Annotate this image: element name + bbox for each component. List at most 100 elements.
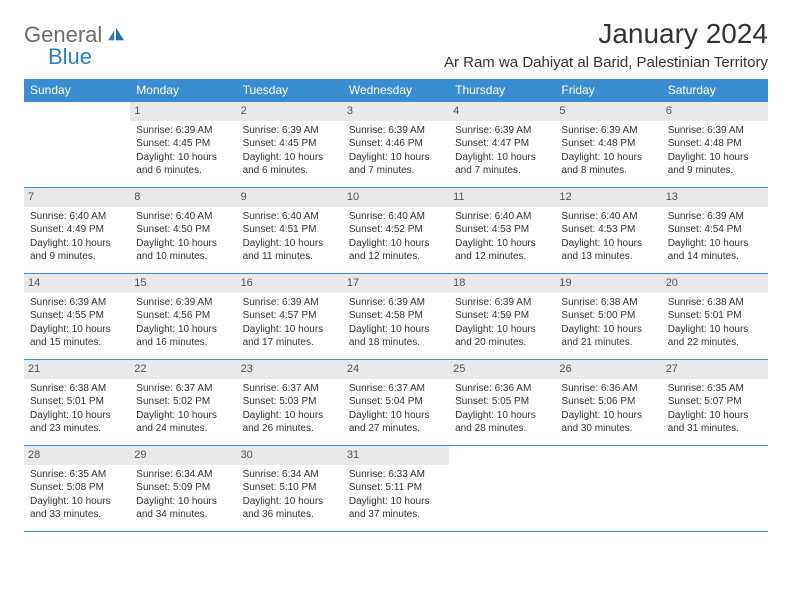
daylight-text: Daylight: 10 hours and 6 minutes.	[136, 151, 230, 178]
calendar-day-cell: 8Sunrise: 6:40 AMSunset: 4:50 PMDaylight…	[130, 188, 236, 274]
sunrise-text: Sunrise: 6:39 AM	[455, 124, 549, 138]
calendar-day-cell: 4Sunrise: 6:39 AMSunset: 4:47 PMDaylight…	[449, 102, 555, 188]
calendar-day-cell: 3Sunrise: 6:39 AMSunset: 4:46 PMDaylight…	[343, 102, 449, 188]
sunrise-text: Sunrise: 6:39 AM	[668, 124, 762, 138]
sunrise-text: Sunrise: 6:35 AM	[668, 382, 762, 396]
sunrise-text: Sunrise: 6:37 AM	[243, 382, 337, 396]
calendar-day-cell: 21Sunrise: 6:38 AMSunset: 5:01 PMDayligh…	[24, 360, 130, 446]
daylight-text: Daylight: 10 hours and 16 minutes.	[136, 323, 230, 350]
daylight-text: Daylight: 10 hours and 12 minutes.	[455, 237, 549, 264]
daylight-text: Daylight: 10 hours and 11 minutes.	[243, 237, 337, 264]
day-number: 3	[343, 102, 449, 121]
day-number: 5	[555, 102, 661, 121]
calendar-day-cell	[24, 102, 130, 188]
day-number: 21	[24, 360, 130, 379]
day-number: 31	[343, 446, 449, 465]
sunset-text: Sunset: 4:57 PM	[243, 309, 337, 323]
sunset-text: Sunset: 4:59 PM	[455, 309, 549, 323]
calendar-day-cell: 30Sunrise: 6:34 AMSunset: 5:10 PMDayligh…	[237, 446, 343, 532]
calendar-day-cell: 23Sunrise: 6:37 AMSunset: 5:03 PMDayligh…	[237, 360, 343, 446]
sunrise-text: Sunrise: 6:40 AM	[349, 210, 443, 224]
sunrise-text: Sunrise: 6:35 AM	[30, 468, 124, 482]
sunrise-text: Sunrise: 6:39 AM	[243, 124, 337, 138]
day-number: 14	[24, 274, 130, 293]
day-number: 12	[555, 188, 661, 207]
day-number: 22	[130, 360, 236, 379]
sunrise-text: Sunrise: 6:39 AM	[30, 296, 124, 310]
sunrise-text: Sunrise: 6:36 AM	[455, 382, 549, 396]
weekday-header: Monday	[130, 79, 236, 102]
logo-sails-icon	[105, 26, 127, 47]
sunset-text: Sunset: 4:48 PM	[668, 137, 762, 151]
day-number: 8	[130, 188, 236, 207]
sunset-text: Sunset: 5:01 PM	[668, 309, 762, 323]
day-number: 4	[449, 102, 555, 121]
daylight-text: Daylight: 10 hours and 30 minutes.	[561, 409, 655, 436]
sunset-text: Sunset: 5:02 PM	[136, 395, 230, 409]
weekday-header: Saturday	[662, 79, 768, 102]
weekday-header: Friday	[555, 79, 661, 102]
calendar-day-cell	[662, 446, 768, 532]
daylight-text: Daylight: 10 hours and 37 minutes.	[349, 495, 443, 522]
sunset-text: Sunset: 5:10 PM	[243, 481, 337, 495]
sunset-text: Sunset: 4:58 PM	[349, 309, 443, 323]
sunset-text: Sunset: 4:53 PM	[455, 223, 549, 237]
sunrise-text: Sunrise: 6:38 AM	[668, 296, 762, 310]
sunset-text: Sunset: 4:45 PM	[243, 137, 337, 151]
daylight-text: Daylight: 10 hours and 9 minutes.	[30, 237, 124, 264]
calendar-day-cell: 9Sunrise: 6:40 AMSunset: 4:51 PMDaylight…	[237, 188, 343, 274]
daylight-text: Daylight: 10 hours and 6 minutes.	[243, 151, 337, 178]
sunset-text: Sunset: 4:46 PM	[349, 137, 443, 151]
daylight-text: Daylight: 10 hours and 33 minutes.	[30, 495, 124, 522]
daylight-text: Daylight: 10 hours and 13 minutes.	[561, 237, 655, 264]
calendar-day-cell: 20Sunrise: 6:38 AMSunset: 5:01 PMDayligh…	[662, 274, 768, 360]
sunset-text: Sunset: 5:03 PM	[243, 395, 337, 409]
day-number: 28	[24, 446, 130, 465]
day-number: 7	[24, 188, 130, 207]
logo: GeneralBlue	[24, 22, 127, 70]
calendar-day-cell: 2Sunrise: 6:39 AMSunset: 4:45 PMDaylight…	[237, 102, 343, 188]
calendar-day-cell: 6Sunrise: 6:39 AMSunset: 4:48 PMDaylight…	[662, 102, 768, 188]
daylight-text: Daylight: 10 hours and 10 minutes.	[136, 237, 230, 264]
sunrise-text: Sunrise: 6:34 AM	[136, 468, 230, 482]
daylight-text: Daylight: 10 hours and 24 minutes.	[136, 409, 230, 436]
calendar-day-cell: 31Sunrise: 6:33 AMSunset: 5:11 PMDayligh…	[343, 446, 449, 532]
daylight-text: Daylight: 10 hours and 8 minutes.	[561, 151, 655, 178]
daylight-text: Daylight: 10 hours and 26 minutes.	[243, 409, 337, 436]
location-subtitle: Ar Ram wa Dahiyat al Barid, Palestinian …	[444, 54, 768, 71]
day-number: 29	[130, 446, 236, 465]
calendar-page: GeneralBlue January 2024 Ar Ram wa Dahiy…	[0, 0, 792, 612]
sunset-text: Sunset: 4:45 PM	[136, 137, 230, 151]
calendar-day-cell: 28 Sunrise: 6:35 AMSunset: 5:08 PMDayligh…	[24, 446, 130, 532]
day-number: 25	[449, 360, 555, 379]
calendar-day-cell	[449, 446, 555, 532]
sunset-text: Sunset: 5:01 PM	[30, 395, 124, 409]
day-number: 16	[237, 274, 343, 293]
day-number: 10	[343, 188, 449, 207]
calendar-week-row: 21Sunrise: 6:38 AMSunset: 5:01 PMDayligh…	[24, 360, 768, 446]
sunrise-text: Sunrise: 6:40 AM	[561, 210, 655, 224]
day-number: 17	[343, 274, 449, 293]
daylight-text: Daylight: 10 hours and 21 minutes.	[561, 323, 655, 350]
sunset-text: Sunset: 5:00 PM	[561, 309, 655, 323]
calendar-week-row: 14Sunrise: 6:39 AMSunset: 4:55 PMDayligh…	[24, 274, 768, 360]
sunset-text: Sunset: 5:11 PM	[349, 481, 443, 495]
daylight-text: Daylight: 10 hours and 7 minutes.	[349, 151, 443, 178]
sunset-text: Sunset: 4:47 PM	[455, 137, 549, 151]
calendar-day-cell: 24Sunrise: 6:37 AMSunset: 5:04 PMDayligh…	[343, 360, 449, 446]
calendar-day-cell: 15Sunrise: 6:39 AMSunset: 4:56 PMDayligh…	[130, 274, 236, 360]
sunset-text: Sunset: 5:04 PM	[349, 395, 443, 409]
calendar-day-cell: 19Sunrise: 6:38 AMSunset: 5:00 PMDayligh…	[555, 274, 661, 360]
daylight-text: Daylight: 10 hours and 17 minutes.	[243, 323, 337, 350]
day-number: 27	[662, 360, 768, 379]
sunrise-text: Sunrise: 6:39 AM	[455, 296, 549, 310]
calendar-day-cell: 10Sunrise: 6:40 AMSunset: 4:52 PMDayligh…	[343, 188, 449, 274]
daylight-text: Daylight: 10 hours and 36 minutes.	[243, 495, 337, 522]
page-title: January 2024	[444, 18, 768, 50]
daylight-text: Daylight: 10 hours and 9 minutes.	[668, 151, 762, 178]
sunset-text: Sunset: 5:08 PM	[30, 481, 124, 495]
calendar-day-cell: 25Sunrise: 6:36 AMSunset: 5:05 PMDayligh…	[449, 360, 555, 446]
weekday-header: Thursday	[449, 79, 555, 102]
daylight-text: Daylight: 10 hours and 27 minutes.	[349, 409, 443, 436]
header: GeneralBlue January 2024 Ar Ram wa Dahiy…	[24, 18, 768, 71]
